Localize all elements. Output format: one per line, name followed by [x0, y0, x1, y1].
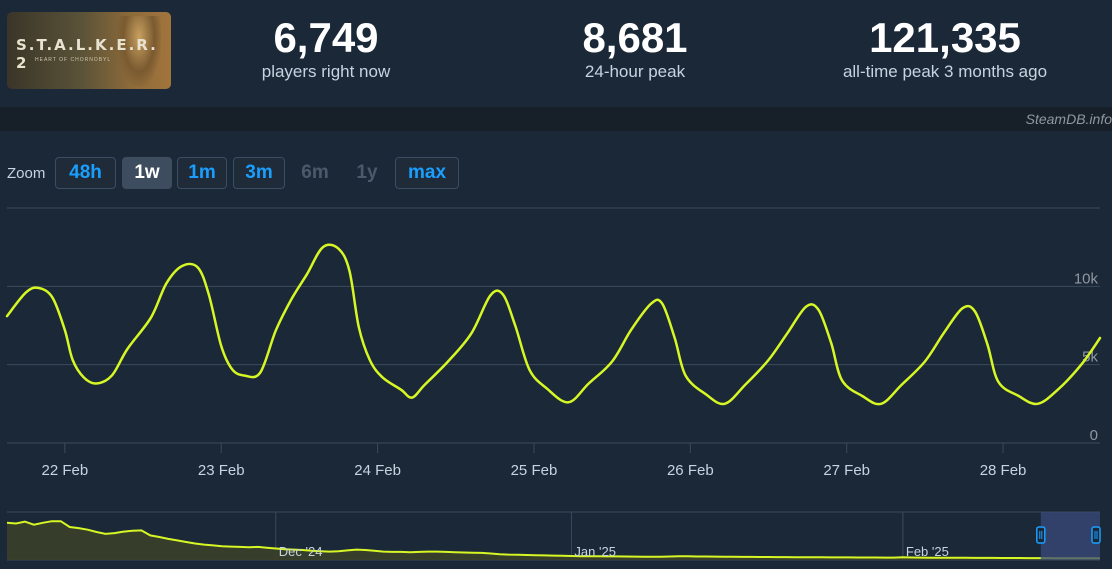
x-tick-label: 24 Feb — [354, 462, 401, 479]
stat-value: 121,335 — [869, 14, 1021, 61]
steamdb-credit-link[interactable]: SteamDB.info — [1025, 111, 1112, 127]
stalker-figure-icon — [117, 16, 161, 86]
players-line — [5, 243, 1102, 406]
game-logo-subtitle: HEART OF CHORNOBYL — [35, 57, 112, 63]
zoom-label: Zoom — [7, 165, 46, 182]
stat-label: all-time peak 3 months ago — [842, 62, 1048, 81]
navigator-month-label: Dec '24 — [279, 544, 323, 559]
x-tick-label: 27 Feb — [823, 462, 870, 479]
zoom-1w-button[interactable]: 1w — [122, 157, 172, 189]
stat-24h-peak: 8,681 24-hour peak — [535, 14, 735, 82]
x-tick-label: 25 Feb — [511, 462, 558, 479]
navigator-right-handle[interactable] — [1091, 526, 1101, 544]
x-tick-label: 26 Feb — [667, 462, 714, 479]
navigator-selection-window[interactable] — [1040, 512, 1100, 560]
y-tick-label: 5k — [1082, 349, 1098, 366]
divider-band — [0, 107, 1112, 131]
stat-current-players: 6,749 players right now — [226, 14, 426, 82]
navigator-month-label: Jan '25 — [574, 544, 616, 559]
y-tick-label: 0 — [1090, 427, 1098, 444]
stat-all-time-peak: 121,335 all-time peak 3 months ago — [820, 14, 1070, 82]
stat-label: 24-hour peak — [584, 62, 686, 81]
zoom-1y-button: 1y — [356, 162, 378, 183]
zoom-max-button[interactable]: max — [395, 157, 459, 189]
stat-value: 8,681 — [582, 14, 688, 61]
zoom-48h-button[interactable]: 48h — [55, 157, 116, 189]
stat-label: players right now — [261, 62, 391, 81]
header: S.T.A.L.K.E.R. 2 HEART OF CHORNOBYL 6,74… — [0, 0, 1112, 107]
stat-value: 6,749 — [273, 14, 379, 61]
zoom-3m-button[interactable]: 3m — [233, 157, 285, 189]
x-tick-label: 23 Feb — [198, 462, 245, 479]
game-logo: S.T.A.L.K.E.R. 2 — [16, 36, 158, 72]
navigator-month-label: Feb '25 — [906, 544, 949, 559]
zoom-1m-button[interactable]: 1m — [177, 157, 227, 189]
x-tick-label: 22 Feb — [42, 462, 89, 479]
navigator-area — [7, 521, 1100, 560]
navigator-line — [6, 520, 1100, 560]
navigator-left-handle[interactable] — [1036, 526, 1046, 544]
game-thumbnail[interactable]: S.T.A.L.K.E.R. 2 HEART OF CHORNOBYL — [7, 12, 171, 89]
y-tick-label: 10k — [1074, 270, 1099, 287]
x-tick-label: 28 Feb — [980, 462, 1027, 479]
zoom-6m-button: 6m — [301, 162, 329, 183]
